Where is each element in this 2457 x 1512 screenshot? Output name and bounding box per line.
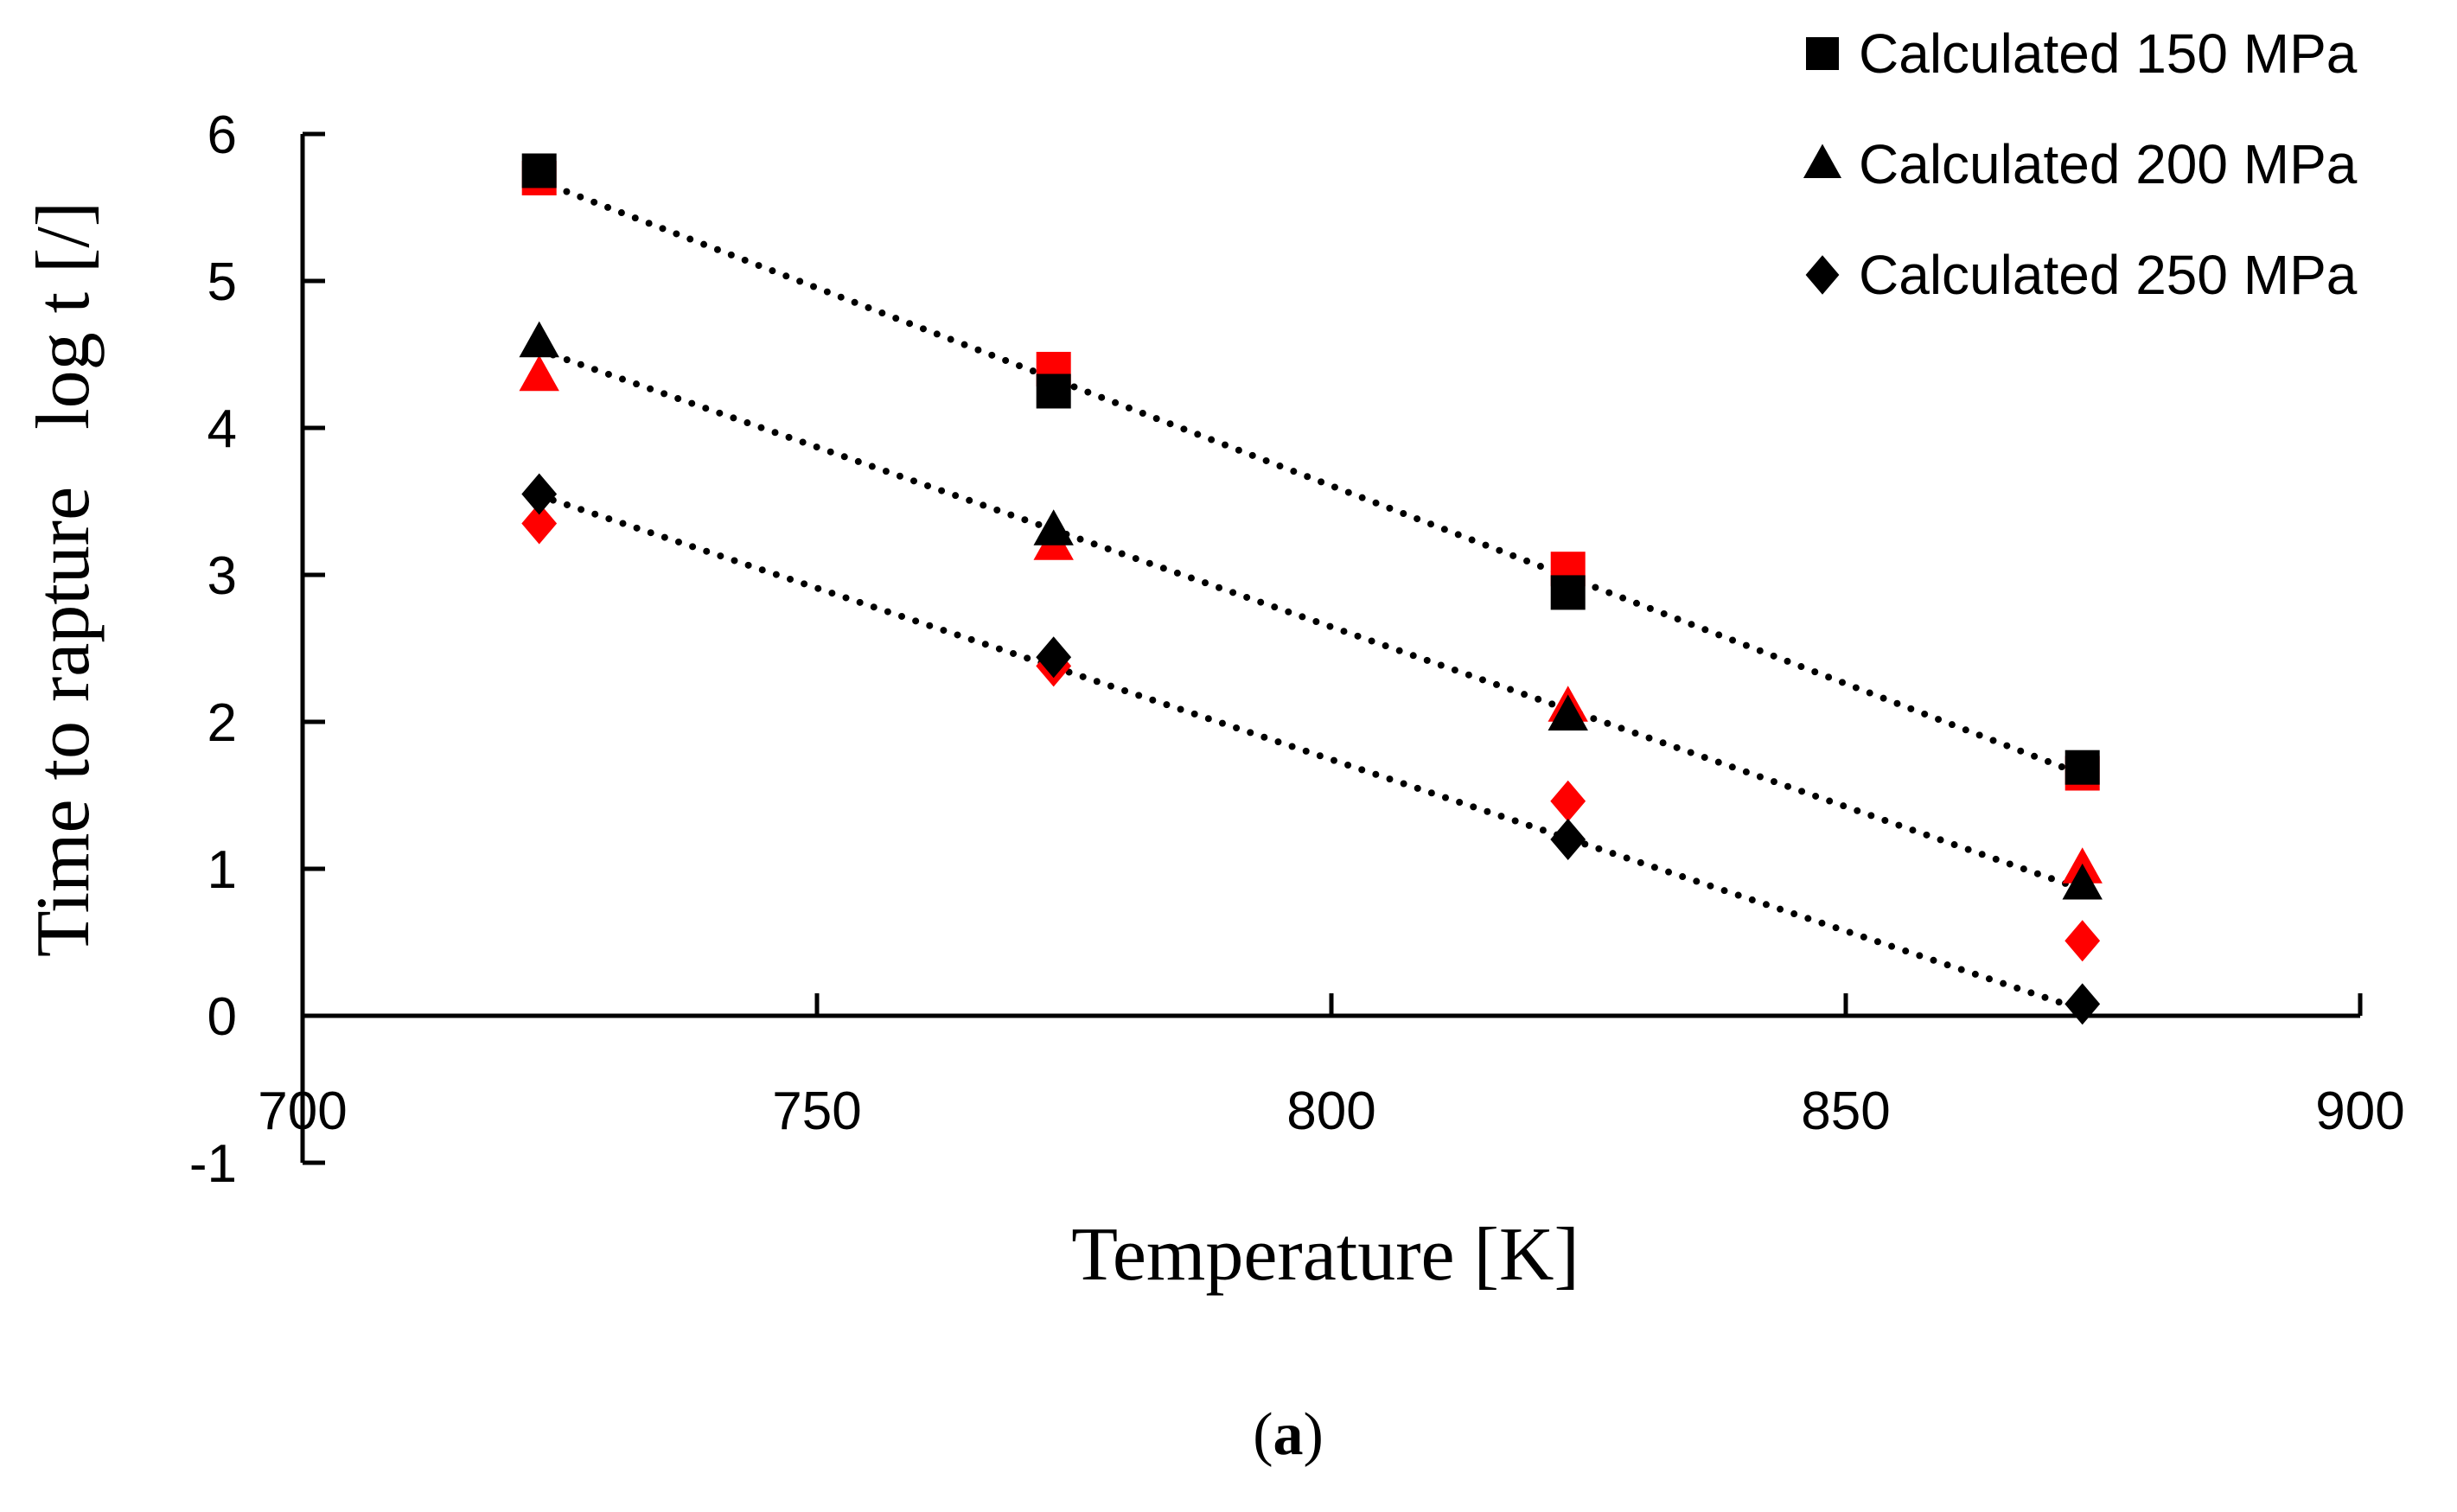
legend-label: Calculated 200 MPa — [1859, 133, 2358, 195]
data-point-diamond — [1550, 780, 1586, 822]
series-calculated-250-mpa — [521, 473, 2101, 1025]
series-experimental-250-mpa — [521, 502, 2101, 962]
data-point-triangle — [519, 321, 559, 358]
x-tick-label: 750 — [772, 1081, 861, 1141]
x-tick-label: 850 — [1801, 1081, 1890, 1141]
data-point-triangle — [519, 354, 559, 392]
data-point-diamond — [2065, 920, 2101, 962]
y-tick-label: 1 — [207, 840, 237, 900]
data-point-diamond — [2065, 983, 2101, 1025]
data-point-square — [1550, 575, 1586, 610]
data-point-diamond — [521, 473, 558, 515]
x-tick-label: 700 — [258, 1081, 347, 1141]
caption-label: a — [1273, 1401, 1304, 1468]
data-point-square — [2065, 750, 2100, 785]
caption-open: ( — [1253, 1401, 1273, 1468]
trendline-trend-250-mpa — [535, 492, 2086, 1014]
figure-caption: (a) — [1253, 1401, 1324, 1468]
data-markers — [519, 153, 2103, 1025]
trendline-trend-150-mpa — [535, 177, 2086, 779]
data-point-triangle — [2062, 863, 2103, 900]
trendline-trend-200-mpa — [535, 346, 2086, 893]
data-point-square — [521, 153, 557, 188]
series-calculated-200-mpa — [519, 321, 2103, 900]
legend-marker-diamond — [1805, 255, 1840, 295]
data-point-diamond — [521, 502, 558, 545]
series-calculated-150-mpa — [521, 153, 2100, 785]
y-tick-label: 2 — [207, 693, 237, 753]
legend-item: Calculated 250 MPa — [1805, 244, 2358, 306]
trendlines — [535, 177, 2086, 1014]
data-point-triangle — [1033, 509, 1074, 545]
data-point-diamond — [1036, 636, 1072, 679]
axes — [300, 131, 2363, 1165]
tick-labels: -1 0 1 2 3 4 5 6 700 750 800 850 900 — [189, 105, 2405, 1194]
legend-label: Calculated 150 MPa — [1859, 22, 2358, 85]
data-point-square — [1036, 373, 1071, 409]
y-tick-label: -1 — [189, 1134, 237, 1194]
y-tick-label: 4 — [207, 399, 237, 459]
legend-marker-triangle — [1803, 144, 1842, 178]
y-tick-label: 6 — [207, 105, 237, 165]
caption-close: ) — [1304, 1401, 1324, 1468]
x-axis-title: Temperature [K] — [1071, 1213, 1580, 1297]
legend-item: Calculated 200 MPa — [1803, 133, 2358, 195]
series-experimental-200-mpa — [519, 354, 2103, 884]
x-tick-label: 900 — [2315, 1081, 2404, 1141]
y-tick-label: 3 — [207, 546, 237, 606]
legend-marker-square — [1806, 37, 1839, 70]
y-axis-title: Time to rapture log t [/] — [22, 201, 105, 957]
data-point-triangle — [1548, 694, 1588, 730]
legend-item: Calculated 150 MPa — [1806, 22, 2358, 85]
legend-label: Calculated 250 MPa — [1859, 244, 2358, 306]
x-tick-label: 800 — [1286, 1081, 1375, 1141]
y-tick-label: 0 — [207, 987, 237, 1047]
data-point-diamond — [1550, 819, 1586, 860]
y-tick-label: 5 — [207, 252, 237, 312]
legend: Calculated 150 MPa Calculated 200 MPa Calc… — [1803, 22, 2358, 306]
